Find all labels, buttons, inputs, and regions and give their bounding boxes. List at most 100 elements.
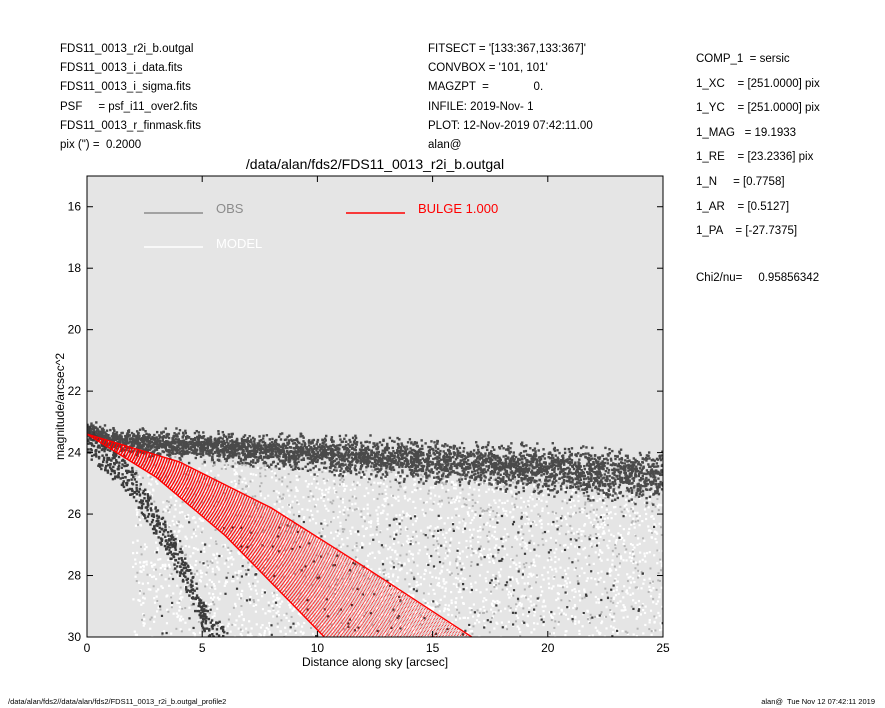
- model-point: [578, 629, 581, 633]
- obs-point: [109, 428, 112, 432]
- model-point: [615, 638, 617, 640]
- model-point: [169, 574, 172, 577]
- obs-point: [331, 455, 334, 458]
- model-point: [576, 530, 579, 534]
- obs-point: [289, 481, 292, 484]
- model-point: [468, 606, 471, 610]
- model-point: [210, 580, 214, 584]
- model-point: [652, 601, 655, 604]
- obs-point: [472, 625, 475, 628]
- obs-point: [258, 435, 261, 438]
- model-point: [614, 577, 617, 581]
- obs-point: [635, 586, 638, 589]
- obs-point: [251, 465, 255, 468]
- model-point: [389, 600, 393, 604]
- obs-point: [158, 476, 161, 479]
- obs-point: [634, 470, 638, 473]
- model-point: [190, 565, 193, 569]
- obs-point: [465, 461, 468, 464]
- model-point: [331, 584, 334, 587]
- model-point: [237, 571, 240, 575]
- model-point: [332, 630, 335, 633]
- obs-point: [654, 505, 657, 508]
- obs-point: [487, 466, 491, 469]
- model-point: [387, 575, 390, 578]
- model-point: [216, 552, 219, 555]
- obs-point: [608, 479, 611, 482]
- model-point: [413, 478, 416, 481]
- obs-point: [146, 573, 149, 576]
- model-point: [489, 510, 492, 514]
- model-point: [226, 625, 229, 628]
- model-point: [448, 550, 451, 553]
- obs-point: [393, 440, 396, 443]
- header-mid-info: FITSECT = '[133:367,133:367]' CONVBOX = '…: [428, 40, 593, 155]
- obs-point: [353, 441, 356, 445]
- model-point: [530, 493, 533, 496]
- obs-point: [381, 449, 384, 452]
- model-point: [209, 536, 213, 540]
- obs-point: [571, 485, 575, 489]
- model-point: [516, 505, 519, 509]
- obs-point: [528, 481, 531, 485]
- model-point: [590, 577, 593, 580]
- model-point: [134, 562, 137, 565]
- obs-point: [521, 467, 525, 471]
- model-point: [299, 544, 302, 547]
- model-point: [516, 616, 520, 620]
- model-point: [193, 633, 196, 636]
- obs-point: [482, 509, 485, 512]
- model-point: [405, 512, 409, 515]
- model-point: [586, 577, 589, 580]
- obs-point: [436, 472, 439, 475]
- model-point: [331, 620, 335, 623]
- model-point: [233, 635, 237, 637]
- obs-point: [569, 524, 572, 527]
- obs-point: [471, 499, 474, 502]
- model-point: [650, 589, 653, 592]
- model-point: [234, 498, 237, 501]
- model-point: [530, 586, 533, 590]
- obs-point: [383, 568, 386, 571]
- model-point: [261, 624, 264, 627]
- model-point: [224, 580, 228, 583]
- obs-point: [535, 485, 538, 488]
- model-point: [283, 540, 286, 543]
- model-point: [600, 523, 603, 526]
- obs-point: [359, 467, 362, 471]
- model-point: [495, 544, 498, 547]
- model-point: [613, 596, 616, 599]
- model-point: [428, 526, 431, 529]
- model-point: [271, 591, 274, 595]
- model-point: [623, 606, 626, 609]
- obs-point: [404, 491, 407, 494]
- model-point: [466, 512, 470, 516]
- model-point: [278, 500, 281, 503]
- model-point: [492, 604, 495, 608]
- model-point: [601, 532, 604, 535]
- obs-point: [187, 474, 190, 477]
- obs-point: [187, 585, 190, 588]
- model-point: [133, 637, 135, 639]
- obs-point: [90, 438, 93, 442]
- model-point: [477, 482, 480, 485]
- model-point: [283, 476, 287, 479]
- obs-point: [244, 458, 247, 461]
- obs-point: [530, 469, 534, 472]
- obs-point: [472, 552, 475, 555]
- model-point: [304, 592, 307, 595]
- model-point: [165, 505, 168, 508]
- model-point: [564, 613, 568, 616]
- model-point: [201, 541, 204, 545]
- obs-point: [168, 535, 171, 538]
- obs-point: [601, 477, 604, 480]
- obs-point: [246, 438, 249, 441]
- model-point: [175, 521, 179, 524]
- obs-point: [140, 553, 143, 556]
- model-point: [204, 601, 208, 605]
- model-point: [525, 511, 528, 515]
- model-point: [279, 602, 282, 605]
- obs-point: [481, 510, 484, 513]
- obs-point: [560, 599, 563, 602]
- obs-point: [139, 545, 142, 548]
